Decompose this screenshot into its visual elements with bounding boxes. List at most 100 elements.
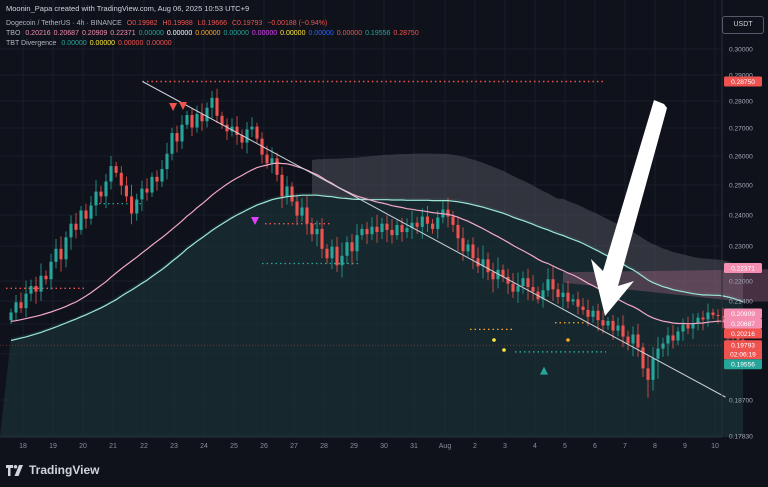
x-axis: 18 19 20 21 22 23 24 25 26 27 28 29 30 31 Aug 2 3 4 5 6 7 8 9 1… — [19, 443, 719, 450]
candle-body — [436, 217, 440, 229]
candle-body — [646, 368, 650, 380]
candle-body — [676, 331, 680, 341]
candle-body — [305, 207, 309, 224]
candle-body — [415, 222, 419, 227]
y-tick-label: 0.27000 — [729, 126, 753, 133]
candle — [255, 122, 259, 143]
candle — [501, 264, 505, 282]
candle-body — [9, 312, 13, 321]
candle-body — [581, 306, 585, 310]
candle-body — [365, 228, 369, 235]
candle-body — [666, 335, 670, 344]
candle — [556, 283, 560, 304]
candle-body — [636, 334, 640, 348]
candle — [345, 236, 349, 264]
candle — [54, 238, 58, 269]
price-labels: 0.28750 0.22371 0.20909 0.20687 0.20216 0.197… — [0, 76, 762, 370]
tbt-value: 0.00000 — [61, 40, 87, 47]
candle-body — [300, 207, 304, 216]
candle — [64, 231, 68, 268]
candle-body — [481, 259, 485, 267]
candle-body — [130, 196, 134, 214]
trendline — [142, 81, 726, 398]
candle — [160, 160, 164, 188]
price-tag: 0.28750 — [724, 76, 762, 87]
candle — [531, 275, 535, 301]
candle — [210, 90, 214, 119]
candle — [541, 282, 545, 308]
x-tick-label: 10 — [711, 443, 719, 450]
candle-body — [405, 228, 409, 233]
candle-body — [265, 154, 269, 164]
candle — [516, 272, 520, 303]
ema-fast-line — [10, 162, 744, 327]
candle-body — [315, 228, 319, 235]
candle — [476, 247, 480, 273]
tbo-value: 0.00000 — [223, 30, 249, 37]
candle — [706, 303, 710, 327]
tbo-value: 0.00000 — [195, 30, 221, 37]
x-tick-label: 23 — [170, 443, 178, 450]
candle-body — [235, 126, 239, 135]
candle — [466, 239, 470, 257]
dot-marker — [566, 338, 570, 342]
candle — [686, 316, 690, 335]
price-tag-bg — [724, 328, 762, 339]
candle-body — [64, 237, 68, 260]
candle — [646, 355, 650, 398]
candle-body — [491, 272, 495, 280]
candle-body — [170, 133, 174, 154]
dotted-levels — [6, 80, 606, 353]
candle — [225, 118, 229, 141]
candle-body — [39, 275, 43, 292]
y-tick-label: 0.29000 — [729, 73, 753, 80]
candle-body — [671, 335, 675, 341]
candle-body — [54, 248, 58, 262]
candle — [49, 253, 53, 290]
candle-body — [716, 315, 720, 317]
candle-body — [280, 174, 284, 197]
candle-body — [69, 223, 73, 238]
candle-body — [461, 238, 465, 252]
candle — [360, 224, 364, 240]
candle — [24, 280, 28, 318]
candle — [395, 220, 399, 240]
candle-body — [150, 176, 154, 193]
price-tag: 0.20909 — [724, 308, 762, 319]
price-tag: 0.22371 — [724, 263, 762, 274]
candle-body — [456, 224, 460, 239]
annotation-arrow — [591, 100, 667, 316]
price-tag-text: 0.20216 — [731, 331, 755, 338]
currency-button[interactable]: USDT — [722, 16, 764, 34]
candle — [390, 219, 394, 244]
candle-body — [155, 176, 159, 182]
y-tick-label: 0.22000 — [729, 279, 753, 286]
candle-body — [375, 226, 379, 233]
x-tick-label: 27 — [290, 443, 298, 450]
lower-cloud — [0, 192, 743, 437]
price-tag-text: 0.20909 — [731, 311, 755, 318]
candle — [606, 317, 610, 330]
candle — [9, 308, 13, 324]
candle-body — [541, 290, 545, 300]
candle — [370, 217, 374, 241]
tbo-label: TBO — [6, 30, 21, 37]
y-tick-label: 0.24000 — [729, 213, 753, 220]
candle-body — [656, 348, 660, 359]
candle-body — [175, 133, 179, 142]
x-tick-label: 5 — [563, 443, 567, 450]
candle-body — [626, 336, 630, 344]
candle — [99, 185, 103, 204]
x-tick-label: 18 — [19, 443, 27, 450]
candle — [696, 312, 700, 331]
countdown-text: 02:06:19 — [730, 352, 756, 359]
candle-body — [556, 289, 560, 297]
candle-body — [84, 210, 88, 219]
candle — [355, 224, 359, 261]
candle — [571, 294, 575, 306]
candle — [119, 166, 123, 195]
candle — [185, 110, 189, 129]
candle — [195, 105, 199, 133]
candle-body — [270, 158, 274, 164]
